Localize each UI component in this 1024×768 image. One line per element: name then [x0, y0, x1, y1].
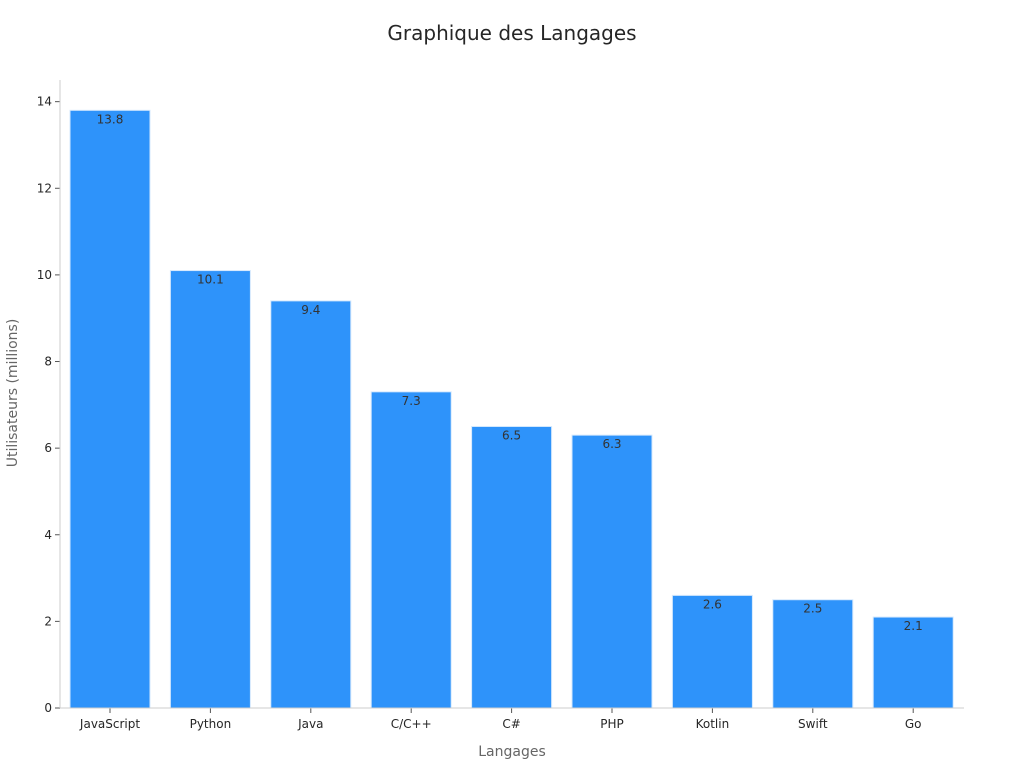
- x-tick-label: C#: [502, 717, 520, 731]
- y-tick-label: 10: [37, 268, 52, 282]
- bar: [169, 270, 251, 709]
- bar-value-label: 7.3: [402, 394, 421, 408]
- y-tick-label: 6: [44, 441, 52, 455]
- bar: [270, 300, 352, 709]
- x-tick-label: Swift: [798, 717, 828, 731]
- bar: [69, 109, 151, 709]
- bar: [571, 434, 653, 709]
- y-axis-ticks: 0 2 4 6 8 10 12 14: [37, 95, 60, 715]
- bar-value-label: 6.5: [502, 428, 521, 442]
- bar-value-label: 2.6: [703, 597, 722, 611]
- bar: [370, 391, 452, 709]
- y-axis-label: Utilisateurs (millions): [5, 319, 21, 468]
- bar-value-label: 2.1: [904, 619, 923, 633]
- bar: [872, 616, 954, 709]
- bar-value-label: 10.1: [197, 273, 224, 287]
- x-axis-ticks: JavaScript Python Java C/C++ C# PHP Kotlin Swif…: [79, 708, 922, 731]
- x-tick-label: Python: [190, 717, 232, 731]
- data-labels: 13.8 10.1 9.4 7.3 6.5 6.3 2.6 2.5 2.1: [97, 112, 923, 633]
- x-tick-label: JavaScript: [79, 717, 140, 731]
- y-tick-label: 0: [44, 701, 52, 715]
- x-tick-label: C/C++: [391, 717, 432, 731]
- x-tick-label: Go: [905, 717, 922, 731]
- y-tick-label: 14: [37, 95, 52, 109]
- bars: [69, 109, 954, 709]
- x-axis-label: Langages: [478, 744, 546, 760]
- chart-title: Graphique des Langages: [387, 21, 636, 45]
- x-tick-label: Java: [297, 717, 323, 731]
- x-tick-label: PHP: [600, 717, 624, 731]
- y-tick-label: 2: [44, 614, 52, 628]
- bar: [471, 425, 553, 709]
- bar-value-label: 9.4: [301, 303, 320, 317]
- bar-value-label: 2.5: [803, 602, 822, 616]
- y-tick-label: 8: [44, 355, 52, 369]
- bar-value-label: 13.8: [97, 112, 124, 126]
- x-tick-label: Kotlin: [696, 717, 730, 731]
- y-tick-label: 4: [44, 528, 52, 542]
- bar: [671, 594, 753, 709]
- bar: [772, 599, 854, 709]
- bar-value-label: 6.3: [602, 437, 621, 451]
- y-tick-label: 12: [37, 181, 52, 195]
